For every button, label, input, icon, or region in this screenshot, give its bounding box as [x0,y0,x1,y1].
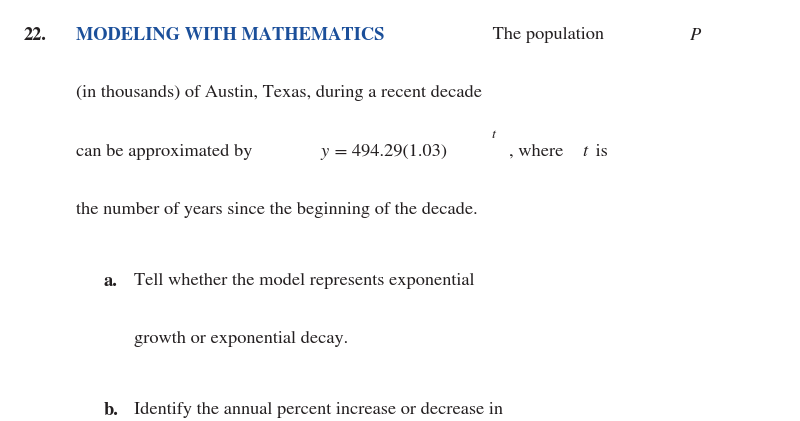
Text: the number of years since the beginning of the decade.: the number of years since the beginning … [76,202,478,218]
Text: Tell whether the model represents exponential: Tell whether the model represents expone… [134,272,474,288]
Text: P: P [690,27,701,44]
Text: y: y [320,144,328,160]
Text: 22.: 22. [24,27,47,44]
Text: is: is [591,144,608,160]
Text: a.: a. [104,272,118,290]
Text: (in thousands) of Austin, Texas, during a recent decade: (in thousands) of Austin, Texas, during … [76,85,482,101]
Text: Identify the annual percent increase or decrease in: Identify the annual percent increase or … [134,402,502,418]
Text: t: t [491,129,495,141]
Text: = 494.29(1.03): = 494.29(1.03) [330,144,446,160]
Text: t: t [582,144,587,160]
Text: MODELING WITH MATHEMATICS: MODELING WITH MATHEMATICS [76,27,384,44]
Text: , where: , where [509,144,568,160]
Text: growth or exponential decay.: growth or exponential decay. [134,330,348,346]
Text: The population: The population [488,27,609,43]
Text: can be approximated by: can be approximated by [76,144,257,160]
Text: b.: b. [104,402,119,418]
